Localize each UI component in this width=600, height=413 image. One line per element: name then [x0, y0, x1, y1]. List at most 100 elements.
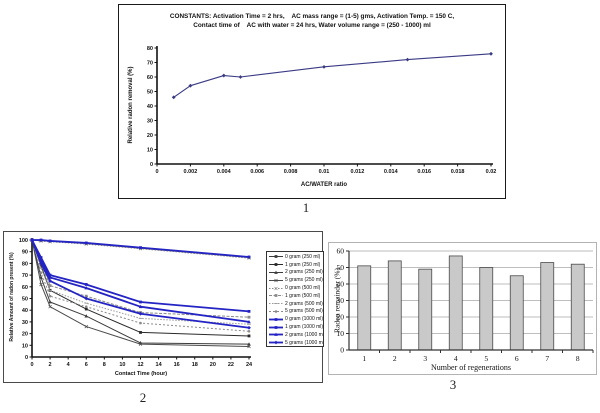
svg-text:0.002: 0.002	[184, 169, 198, 175]
legend-label: 5 grams (250 ml)	[285, 277, 323, 284]
svg-text:6: 6	[515, 354, 519, 363]
svg-text:60: 60	[22, 285, 28, 291]
svg-text:7: 7	[545, 354, 549, 363]
svg-text:0.004: 0.004	[217, 169, 232, 175]
svg-text:20: 20	[337, 313, 345, 322]
legend-label: 2 grams (250 ml)	[285, 269, 323, 276]
svg-text:0.016: 0.016	[417, 169, 431, 175]
svg-text:12: 12	[137, 362, 143, 368]
legend-item: 5 grams (500 ml)	[269, 308, 323, 316]
svg-text:40: 40	[147, 104, 153, 110]
svg-text:100: 100	[19, 238, 28, 244]
figure-2-number: 2	[139, 390, 147, 405]
legend-item: 2 grams (500 ml)	[269, 300, 323, 308]
legend-item: 5 grams (1000 ml)	[269, 339, 324, 346]
legend-swatch-icon	[269, 325, 283, 329]
svg-text:1: 1	[362, 354, 366, 363]
legend-swatch-icon	[269, 294, 283, 298]
legend-item: 0 gram (250 ml)	[269, 253, 321, 261]
svg-text:5: 5	[484, 354, 488, 363]
svg-text:10: 10	[119, 362, 125, 368]
svg-text:6: 6	[85, 362, 88, 368]
svg-text:2: 2	[393, 354, 397, 363]
legend-item: 0 gram (500 ml)	[269, 284, 321, 292]
svg-text:8: 8	[103, 362, 106, 368]
svg-text:0: 0	[155, 169, 158, 175]
svg-text:14: 14	[156, 362, 163, 368]
legend-swatch-icon	[269, 340, 283, 345]
svg-text:0.014: 0.014	[384, 169, 399, 175]
svg-text:16: 16	[174, 362, 180, 368]
svg-text:24: 24	[246, 362, 253, 368]
legend-label: 1 gram (1000 ml)	[285, 324, 324, 331]
figure-1-title-line1: CONSTANTS: Activation Time = 2 hrs, AC m…	[169, 13, 455, 20]
figure-1-title-line2: Contact time of AC with water = 24 hrs, …	[193, 22, 431, 29]
svg-text:30: 30	[147, 119, 153, 125]
figure-2-legend: 0 gram (250 ml) 1 gram (250 ml) 2 grams (2…	[266, 251, 324, 347]
figure-1-plot: 0 0.002 0.004 0.006 0.008 0.01 0.012 0.014 0.016…	[147, 46, 497, 175]
svg-text:20: 20	[210, 362, 216, 368]
legend-swatch-icon	[269, 263, 283, 267]
legend-item: 5 grams (250 ml)	[269, 276, 323, 284]
legend-label: 0 gram (500 ml)	[285, 285, 321, 292]
svg-text:0: 0	[340, 346, 344, 355]
legend-label: 5 grams (1000 ml)	[285, 339, 324, 346]
svg-text:30: 30	[337, 296, 345, 305]
svg-text:18: 18	[192, 362, 198, 368]
svg-text:40: 40	[337, 280, 345, 289]
svg-text:50: 50	[337, 263, 345, 272]
legend-swatch-icon	[269, 317, 283, 321]
svg-text:0.012: 0.012	[351, 169, 365, 175]
svg-text:10: 10	[147, 148, 153, 154]
legend-swatch-icon	[269, 286, 283, 290]
figure-3-x-axis-label: Number of regenerations	[431, 363, 511, 372]
figure-3-number: 3	[449, 377, 457, 392]
legend-label: 2 grams (1000 ml)	[285, 331, 324, 338]
svg-text:50: 50	[22, 297, 28, 303]
legend-swatch-icon	[269, 332, 283, 337]
legend-swatch-icon	[269, 255, 283, 259]
figure-1-box: CONSTANTS: Activation Time = 2 hrs, AC m…	[118, 4, 506, 199]
svg-text:0.02: 0.02	[486, 169, 497, 175]
svg-text:10: 10	[22, 343, 28, 349]
legend-item: 0 gram (1000 ml)	[269, 315, 324, 323]
legend-label: 5 grams (500 ml)	[285, 308, 323, 315]
legend-label: 2 grams (500 ml)	[285, 300, 323, 307]
figure-1-x-axis-label: AC/WATER ratio	[300, 182, 348, 188]
svg-text:4: 4	[454, 354, 458, 363]
svg-text:20: 20	[22, 332, 28, 338]
svg-text:3: 3	[423, 354, 427, 363]
legend-swatch-icon	[269, 303, 283, 305]
svg-text:0.008: 0.008	[284, 169, 298, 175]
svg-text:40: 40	[22, 308, 28, 314]
svg-text:0: 0	[30, 362, 33, 368]
svg-text:70: 70	[22, 273, 28, 279]
legend-item: 1 gram (500 ml)	[269, 292, 321, 300]
svg-text:30: 30	[22, 320, 28, 326]
legend-label: 1 gram (500 ml)	[285, 292, 321, 299]
svg-text:90: 90	[22, 250, 28, 256]
svg-text:22: 22	[228, 362, 234, 368]
svg-text:0.006: 0.006	[250, 169, 264, 175]
legend-swatch-icon	[269, 270, 283, 274]
svg-text:60: 60	[337, 247, 345, 256]
figure-3-box: Radon remainder (%) 0 10 20 30 40 50 60 1 2 3 4 5 6 7…	[328, 242, 597, 375]
svg-text:80: 80	[147, 46, 153, 52]
figure-3-plot: 0 10 20 30 40 50 60 1 2 3 4 5 6 7 8	[337, 247, 594, 363]
legend-item: 1 gram (250 ml)	[269, 261, 321, 269]
legend-swatch-icon	[269, 310, 283, 313]
svg-text:80: 80	[22, 261, 28, 267]
svg-text:4: 4	[67, 362, 71, 368]
svg-text:20: 20	[147, 133, 153, 139]
legend-item: 2 grams (1000 ml)	[269, 331, 324, 339]
legend-swatch-icon	[269, 278, 283, 283]
figure-2-plot: 0 2 4 6 8 10 12 14 16 18 20 22 240102030405060708090…	[19, 238, 253, 368]
svg-text:50: 50	[147, 90, 153, 96]
legend-label: 0 gram (1000 ml)	[285, 316, 324, 323]
svg-text:0.01: 0.01	[319, 169, 330, 175]
svg-text:8: 8	[576, 354, 580, 363]
svg-text:10: 10	[337, 329, 345, 338]
figure-1-number: 1	[302, 200, 310, 215]
